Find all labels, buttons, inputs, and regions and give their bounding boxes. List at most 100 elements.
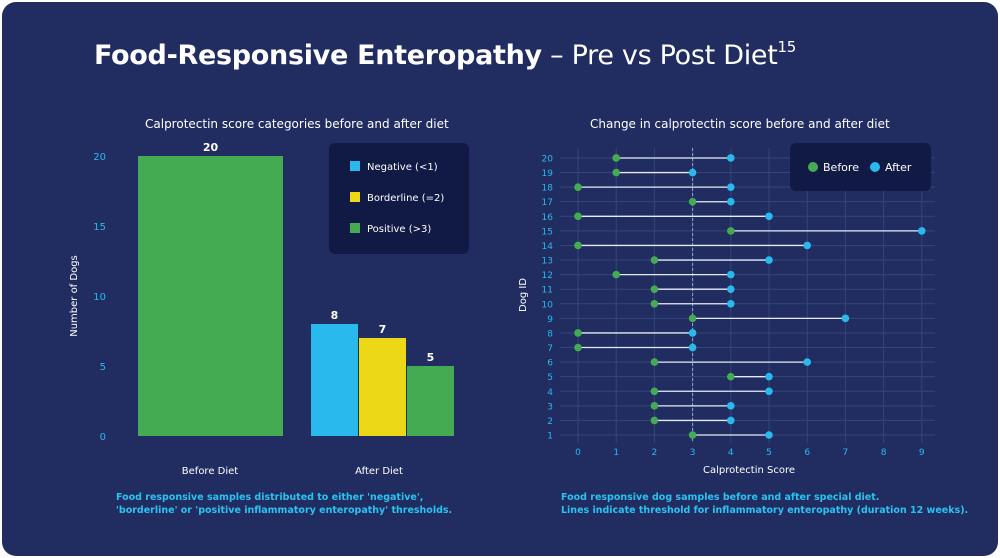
point-after — [841, 314, 850, 323]
legend-swatch — [350, 192, 360, 202]
bar — [311, 324, 358, 436]
point-before — [574, 212, 582, 221]
point-after — [765, 431, 773, 439]
y-tick-label: 17 — [542, 198, 553, 208]
point-after — [727, 416, 735, 425]
bar-chart-caption: Food responsive samples distributed to e… — [116, 491, 452, 517]
dot-chart-caption: Food responsive dog samples before and a… — [561, 491, 968, 517]
title-bold: Food-Responsive Enteropathy — [94, 40, 542, 71]
y-tick-label: 14 — [542, 242, 554, 252]
legend-label: Negative (<1) — [367, 162, 438, 173]
y-tick-label: 3 — [547, 402, 553, 412]
y-tick-label: 5 — [100, 362, 106, 373]
bar — [407, 366, 454, 436]
point-after — [918, 227, 926, 235]
point-before — [612, 270, 620, 279]
y-tick-label: 2 — [547, 417, 553, 427]
point-before — [650, 416, 659, 425]
x-tick-label: 2 — [652, 448, 658, 458]
dot-chart-title: Change in calprotectin score before and … — [590, 117, 890, 131]
point-before — [650, 299, 659, 308]
bar-legend: Negative (<1) Borderline (=2) Positive (>3… — [329, 143, 469, 254]
point-before — [727, 227, 735, 235]
y-tick-label: 18 — [542, 184, 554, 194]
x-tick-label: 6 — [804, 448, 810, 458]
point-after — [727, 299, 735, 308]
point-after — [727, 285, 735, 294]
bar-value-label: 5 — [427, 351, 435, 364]
point-after — [765, 212, 773, 221]
point-before — [727, 372, 735, 381]
point-before — [688, 431, 697, 439]
y-tick-label: 20 — [542, 154, 554, 164]
legend-marker-after — [870, 162, 880, 172]
y-tick-label: 0 — [100, 432, 106, 443]
y-tick-label: 1 — [547, 432, 553, 442]
y-tick-label: 13 — [542, 257, 553, 267]
dot-legend: Before After — [790, 143, 931, 191]
x-tick-label: 7 — [843, 448, 849, 458]
point-after — [688, 329, 697, 337]
y-axis-label: Dog ID — [518, 278, 529, 312]
point-after — [803, 241, 811, 250]
y-tick-label: 15 — [93, 222, 106, 233]
point-after — [765, 387, 773, 396]
y-tick-label: 8 — [547, 329, 553, 339]
bar-chart: 0 5 10 15 20 Number of Dogs Before Diet After D… — [69, 141, 469, 477]
x-tick-label: 0 — [575, 448, 581, 458]
y-tick-label: 10 — [542, 300, 554, 310]
point-before — [650, 402, 659, 410]
point-before — [650, 256, 659, 264]
point-after — [727, 270, 735, 279]
bar — [359, 338, 406, 436]
x-tick-label: 3 — [690, 448, 696, 458]
legend-label: Borderline (=2) — [367, 193, 444, 204]
legend-swatch — [350, 161, 360, 171]
y-tick-label: 15 — [542, 227, 553, 237]
point-before — [688, 314, 697, 323]
point-before — [650, 387, 659, 396]
y-tick-label: 10 — [93, 292, 106, 303]
bar-value-label: 20 — [203, 141, 219, 154]
bar — [138, 156, 283, 436]
x-category-label: Before Diet — [182, 466, 239, 477]
x-category-label: After Diet — [355, 466, 403, 477]
y-tick-label: 12 — [542, 271, 553, 281]
y-tick-label: 5 — [547, 373, 553, 383]
point-after — [765, 256, 773, 264]
y-tick-label: 4 — [547, 388, 553, 398]
point-after — [688, 343, 697, 352]
x-tick-label: 9 — [919, 448, 925, 458]
x-axis-label: Calprotectin Score — [703, 465, 795, 476]
dot-caption-line-1: Food responsive dog samples before and a… — [561, 492, 880, 503]
legend-label: After — [885, 161, 912, 174]
x-tick-label: 8 — [881, 448, 887, 458]
point-before — [650, 285, 659, 294]
point-after — [688, 168, 697, 177]
point-before — [574, 329, 582, 337]
point-before — [688, 197, 697, 206]
point-after — [727, 183, 735, 191]
y-tick-label: 9 — [547, 315, 553, 325]
dot-caption-line-2: Lines indicate threshold for inflammator… — [561, 505, 969, 516]
legend-label: Before — [823, 161, 859, 174]
x-tick-label: 1 — [613, 448, 619, 458]
title-superscript: 15 — [777, 38, 797, 56]
x-tick-label: 5 — [766, 448, 772, 458]
point-after — [803, 358, 811, 366]
point-after — [727, 402, 735, 410]
legend-label: Positive (>3) — [367, 224, 431, 235]
point-after — [727, 197, 735, 206]
x-tick-label: 4 — [728, 448, 734, 458]
legend-marker-before — [808, 162, 818, 172]
y-tick-label: 11 — [542, 286, 553, 296]
bar-chart-title: Calprotectin score categories before and… — [145, 117, 449, 131]
y-tick-label: 6 — [547, 359, 553, 369]
legend-box — [790, 143, 931, 191]
y-tick-label: 20 — [93, 152, 106, 163]
y-tick-label: 16 — [542, 213, 554, 223]
point-after — [765, 372, 773, 381]
bar-caption-line-2: 'borderline' or 'positive inflammatory e… — [116, 505, 453, 516]
legend-box — [329, 143, 469, 254]
